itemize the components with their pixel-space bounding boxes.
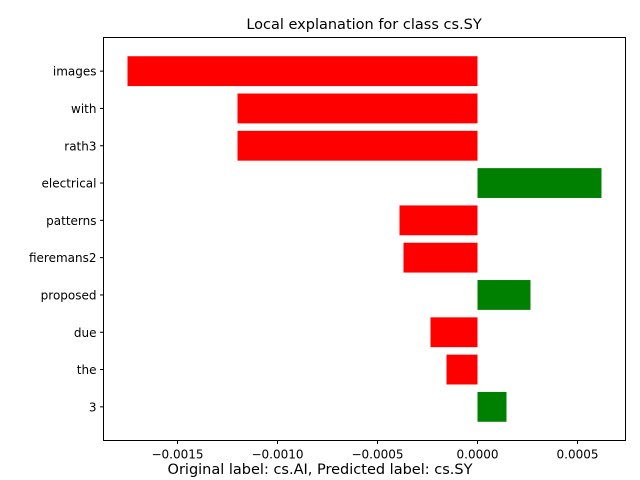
bar-the: [446, 354, 478, 385]
bar-images: [127, 56, 478, 87]
bar-due: [430, 317, 478, 348]
x-tick-label: −0.0005: [351, 448, 403, 462]
bar-with: [237, 93, 478, 124]
bar-proposed: [477, 280, 531, 310]
chart-title: Local explanation for class cs.SY: [246, 17, 482, 33]
bar-electrical: [477, 168, 602, 198]
bar-3: [477, 391, 507, 422]
y-tick-label: the: [77, 363, 97, 377]
y-axis-ticks: images with rath3 electrical patterns fierema…: [29, 65, 104, 414]
y-tick-label: proposed: [41, 288, 97, 302]
y-tick-label: electrical: [42, 177, 97, 191]
y-tick-label: with: [71, 102, 96, 116]
x-axis-ticks: −0.0015 −0.0010 −0.0005 0.0000 0.0005: [151, 440, 599, 462]
bar-rath3: [237, 130, 478, 161]
x-tick-label: 0.0000: [457, 448, 499, 462]
y-tick-label: patterns: [46, 214, 96, 228]
plot-frame: [103, 37, 626, 441]
bar-fieremans2: [403, 242, 478, 273]
x-tick-label: 0.0005: [557, 448, 599, 462]
y-tick-label: rath3: [64, 139, 96, 153]
y-tick-label: fieremans2: [29, 251, 97, 265]
x-tick-label: −0.0010: [251, 448, 303, 462]
y-tick-label: images: [53, 65, 97, 79]
bars-group: [127, 56, 602, 422]
chart-caption: Original label: cs.AI, Predicted label: …: [168, 462, 473, 478]
y-tick-label: due: [74, 326, 97, 340]
bar-patterns: [399, 205, 478, 236]
y-tick-label: 3: [89, 400, 97, 414]
x-tick-label: −0.0015: [151, 448, 203, 462]
